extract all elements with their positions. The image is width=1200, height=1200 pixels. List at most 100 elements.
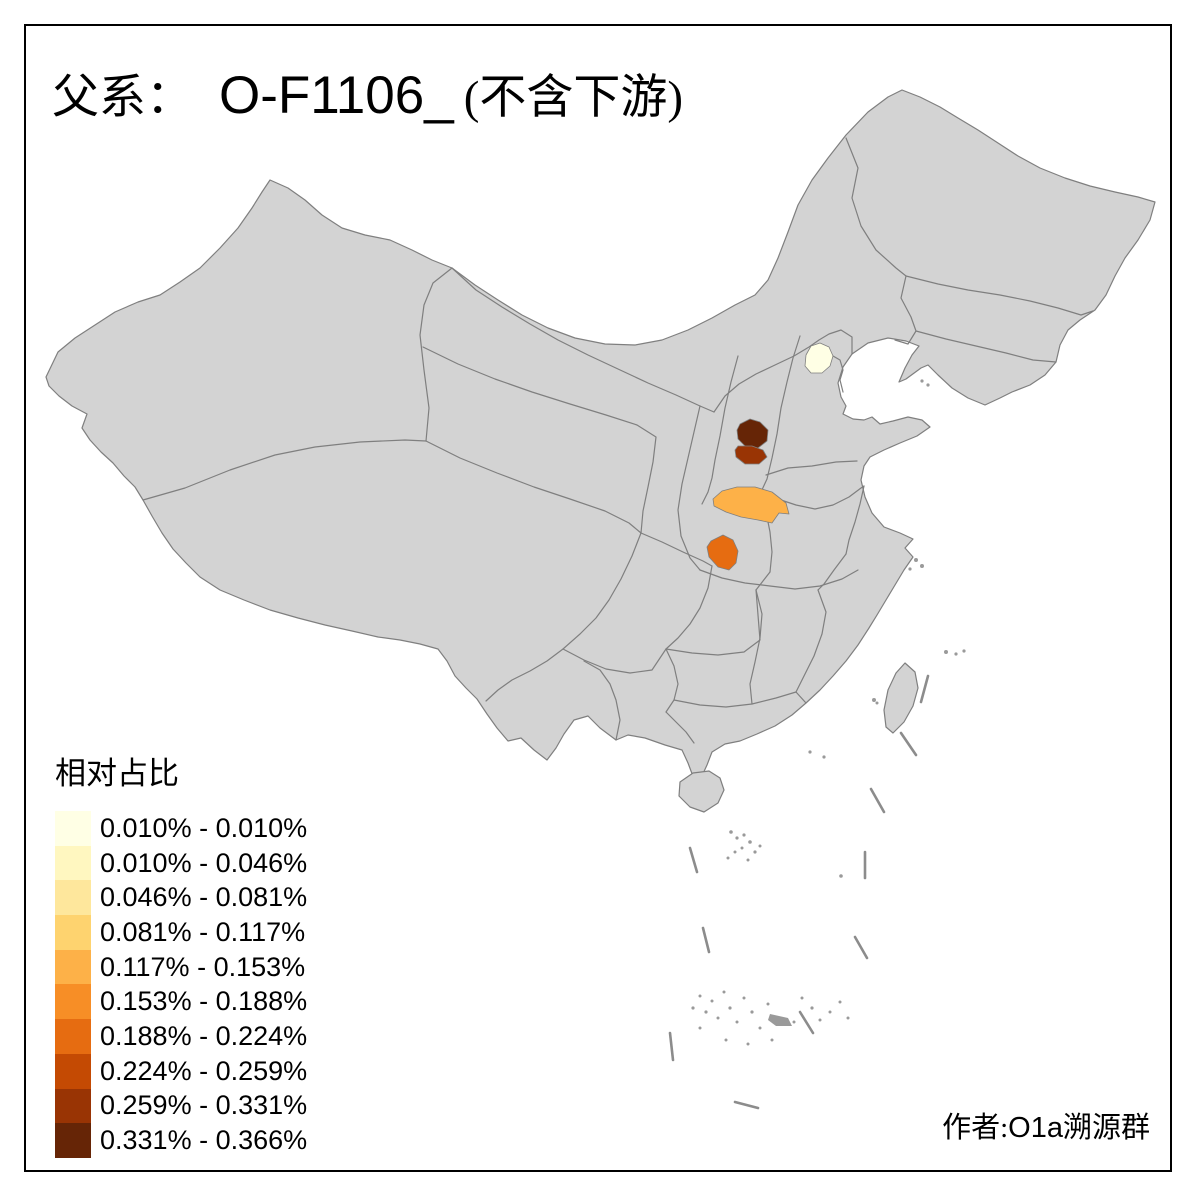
island-dot: [839, 874, 843, 878]
title-qualifier: (不含下游): [463, 72, 684, 124]
legend-row: 0.010% - 0.046%: [55, 845, 307, 881]
island-dot: [810, 1006, 814, 1010]
nine-dash-segment: [899, 731, 918, 757]
region-shanxi-south-upper: [736, 418, 769, 449]
island-dot: [914, 558, 918, 562]
province-border-line: [665, 589, 761, 656]
island-dot: [872, 698, 876, 702]
legend-swatch: [55, 1088, 91, 1124]
attribution: 作者:O1a溯源群: [942, 1104, 1150, 1146]
colored-regions: [706, 342, 834, 571]
province-border-line: [422, 346, 657, 534]
island-dot: [728, 1006, 732, 1010]
province-border-line: [425, 440, 642, 534]
island-dot: [926, 383, 930, 387]
island-dot: [920, 564, 924, 568]
legend-row: 0.188% - 0.224%: [55, 1019, 307, 1054]
island-dot: [800, 996, 804, 1000]
island-dot: [691, 1006, 695, 1010]
attribution-group-latin: O1a: [1008, 1112, 1063, 1144]
island-dot: [729, 830, 733, 834]
island-dot: [838, 1000, 842, 1004]
legend-swatch: [55, 915, 91, 950]
nine-dash-segment: [733, 1100, 760, 1110]
island-dot: [735, 1020, 739, 1024]
legend-rows: 0.010% - 0.010% 0.010% - 0.046% 0.046% - 0…: [55, 811, 307, 1158]
nine-dash-segment: [688, 846, 699, 874]
province-border-line: [701, 355, 739, 505]
legend-row: 0.117% - 0.153%: [55, 949, 307, 985]
island-dot: [724, 1038, 728, 1042]
island-dot: [748, 840, 752, 844]
nine-dash-segment: [869, 787, 886, 814]
province-border-line: [699, 569, 859, 590]
island-dot: [722, 990, 726, 994]
title-haplogroup: O-F1106_: [219, 66, 454, 125]
province-border-line: [755, 571, 771, 591]
island-dot: [954, 652, 958, 656]
legend-label: 0.259% - 0.331%: [100, 1090, 308, 1121]
legend: 相对占比 0.010% - 0.010% 0.010% - 0.046% 0.046…: [55, 748, 307, 1158]
island-dot: [770, 1038, 774, 1042]
legend-label: 0.046% - 0.081%: [100, 882, 308, 913]
island-dot: [766, 1002, 770, 1006]
island-dot: [875, 701, 879, 705]
island-dot: [698, 1026, 702, 1030]
legend-label: 0.153% - 0.188%: [100, 986, 308, 1017]
legend-label: 0.188% - 0.224%: [100, 1020, 308, 1051]
legend-row: 0.046% - 0.081%: [55, 880, 308, 916]
island-dot: [750, 1010, 754, 1014]
legend-swatch: [55, 845, 91, 881]
island-dot: [962, 649, 966, 653]
province-border-line: [915, 330, 1057, 363]
island-dot: [920, 379, 924, 383]
province-border-line: [419, 267, 453, 442]
title-lineage-label: 父系：: [52, 72, 193, 124]
plot-frame: [24, 24, 1172, 1172]
province-border-line: [640, 532, 713, 567]
island-dot: [822, 755, 826, 759]
province-border-line: [765, 460, 858, 476]
legend-row: 0.224% - 0.259%: [55, 1053, 307, 1089]
province-border-line: [832, 355, 844, 393]
islet-patch: [768, 1014, 792, 1026]
region-beijing: [804, 342, 834, 374]
nine-dash-segment: [919, 674, 930, 704]
hainan-island: [678, 770, 725, 813]
province-border-line: [713, 329, 853, 413]
legend-row: 0.010% - 0.010%: [55, 811, 307, 846]
island-dot: [746, 858, 750, 862]
province-border-line: [562, 648, 667, 674]
island-dot: [716, 1016, 720, 1020]
legend-label: 0.010% - 0.010%: [100, 812, 308, 843]
attribution-group-zh: 溯源群: [1062, 1112, 1150, 1144]
island-dot: [808, 750, 812, 754]
nine-dash-segment: [668, 1031, 675, 1062]
nine-dash-line: [668, 674, 930, 1110]
region-guanzhong: [712, 486, 790, 524]
island-dot: [908, 567, 912, 571]
legend-swatch: [55, 1053, 91, 1089]
island-dot: [742, 833, 746, 837]
legend-swatch: [55, 949, 91, 985]
island-dot: [742, 996, 746, 1000]
legend-row: 0.259% - 0.331%: [55, 1088, 308, 1124]
island-dot: [818, 1018, 822, 1022]
island-dot: [735, 836, 739, 840]
legend-swatch: [55, 1019, 91, 1054]
nine-dash-segment: [853, 935, 869, 960]
small-islands: [691, 379, 966, 1046]
mainland-china-shape: [45, 89, 1156, 791]
province-border-line: [845, 485, 865, 555]
province-border-line: [795, 691, 807, 704]
legend-label: 0.117% - 0.153%: [100, 951, 306, 982]
legend-label: 0.331% - 0.366%: [100, 1125, 308, 1156]
province-borders: [142, 137, 1094, 744]
island-dot: [828, 1010, 832, 1014]
island-dot: [846, 1016, 850, 1020]
nine-dash-segment: [798, 1010, 815, 1035]
island-dot: [710, 999, 714, 1003]
province-border-line: [665, 565, 713, 650]
province-border-line: [485, 532, 642, 702]
